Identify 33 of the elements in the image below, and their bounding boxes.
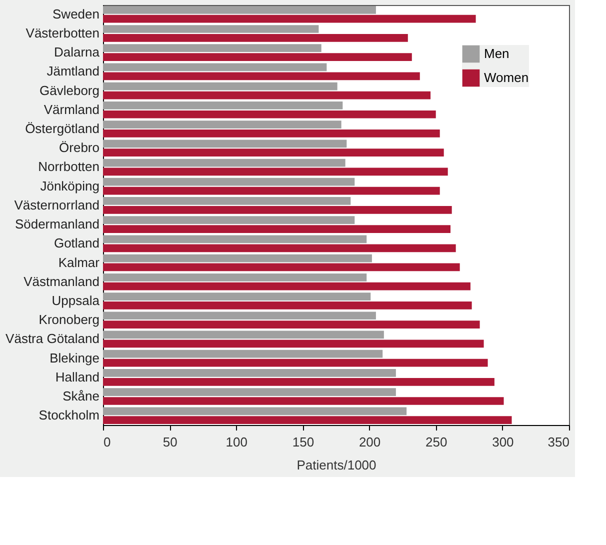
y-tick-label: Jämtland <box>46 64 100 79</box>
x-tick-label: 300 <box>492 434 514 450</box>
x-tick-label: 250 <box>426 434 448 450</box>
y-tick-label: Västra Götaland <box>6 331 100 346</box>
y-tick-label: Västerbotten <box>26 25 100 40</box>
y-tick-label: Skåne <box>62 388 100 404</box>
y-tick-label: Sweden <box>52 6 100 22</box>
y-tick-label: Örebro <box>59 140 100 156</box>
y-tick-label: Västernorrland <box>14 197 100 212</box>
x-tick-label: 150 <box>292 434 314 450</box>
x-tick-label: 50 <box>162 434 178 450</box>
y-tick-label: Blekinge <box>50 350 100 366</box>
x-tick-label: 200 <box>358 434 381 450</box>
y-tick-label: Västmanland <box>24 274 100 289</box>
y-tick-label: Östergötland <box>25 121 100 136</box>
y-tick-label: Norrbotten <box>38 159 100 174</box>
y-tick-label: Södermanland <box>14 216 100 232</box>
legend-label: Women <box>484 70 529 85</box>
x-tick-label: 350 <box>548 434 570 450</box>
y-tick-label: Värmland <box>44 102 100 117</box>
y-tick-label: Stockholm <box>38 408 100 423</box>
y-tick-label: Kronoberg <box>38 312 100 328</box>
y-tick-label: Halland <box>55 369 100 384</box>
y-tick-label: Dalarna <box>54 44 100 60</box>
x-tick-label: 100 <box>226 434 248 450</box>
y-tick-label: Kalmar <box>58 254 100 270</box>
y-tick-label: Uppsala <box>52 292 100 308</box>
x-tick-label: 0 <box>104 434 111 450</box>
y-tick-label: Gävleborg <box>40 82 100 98</box>
legend-label: Men <box>484 46 510 61</box>
y-tick-label: Gotland <box>54 236 100 251</box>
x-axis-title: Patients/1000 <box>296 458 376 472</box>
y-tick-label: Jönköping <box>40 178 100 194</box>
